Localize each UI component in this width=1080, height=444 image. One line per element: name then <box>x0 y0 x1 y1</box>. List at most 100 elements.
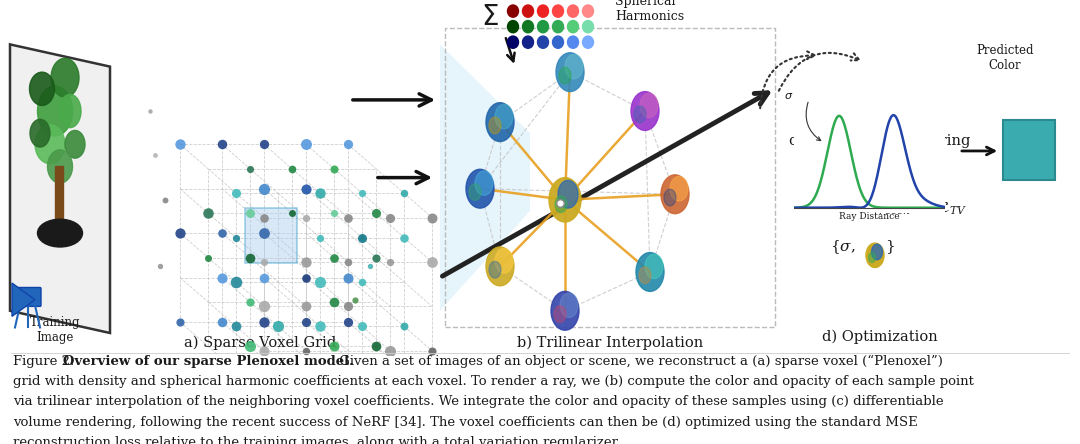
Point <box>255 185 272 192</box>
Text: a) Sparse Voxel Grid: a) Sparse Voxel Grid <box>184 335 336 350</box>
Text: σ: σ <box>784 91 792 101</box>
Text: grid with density and spherical harmonic coefficients at each voxel. To render a: grid with density and spherical harmonic… <box>13 375 974 388</box>
Circle shape <box>567 20 579 33</box>
Point <box>381 214 399 221</box>
Point <box>381 347 399 354</box>
Polygon shape <box>440 44 530 311</box>
Point <box>157 196 174 203</box>
Circle shape <box>508 5 518 17</box>
Circle shape <box>582 20 594 33</box>
Point <box>367 254 384 261</box>
Point <box>339 318 356 325</box>
Ellipse shape <box>554 306 566 322</box>
Point <box>172 318 189 325</box>
Point <box>269 323 286 330</box>
Point <box>339 303 356 310</box>
Point <box>297 258 314 266</box>
Ellipse shape <box>556 53 584 91</box>
Ellipse shape <box>38 86 72 136</box>
Ellipse shape <box>872 244 882 260</box>
Ellipse shape <box>555 196 567 213</box>
Ellipse shape <box>558 180 578 208</box>
FancyBboxPatch shape <box>14 288 41 306</box>
Ellipse shape <box>486 103 514 142</box>
Point <box>297 347 314 354</box>
Point <box>297 318 314 325</box>
Ellipse shape <box>495 249 513 273</box>
Point <box>214 141 231 148</box>
Ellipse shape <box>495 104 513 129</box>
Point <box>214 274 231 281</box>
Polygon shape <box>10 44 110 333</box>
Point <box>297 303 314 310</box>
Point <box>339 258 356 266</box>
Point <box>297 214 314 221</box>
Ellipse shape <box>645 254 663 279</box>
Circle shape <box>567 36 579 48</box>
Ellipse shape <box>59 95 81 128</box>
Circle shape <box>582 36 594 48</box>
Circle shape <box>567 5 579 17</box>
Point <box>297 185 314 192</box>
Ellipse shape <box>35 125 65 164</box>
Ellipse shape <box>565 55 583 79</box>
Ellipse shape <box>866 243 885 267</box>
Ellipse shape <box>489 262 501 278</box>
Point <box>200 254 217 261</box>
Point <box>311 323 328 330</box>
Ellipse shape <box>489 117 501 134</box>
Point <box>552 200 569 207</box>
Point <box>200 210 217 217</box>
Point <box>353 234 370 241</box>
Point <box>395 190 413 197</box>
Ellipse shape <box>29 72 54 106</box>
Circle shape <box>553 5 564 17</box>
Point <box>395 234 413 241</box>
Point <box>325 254 342 261</box>
Point <box>255 347 272 354</box>
Point <box>141 107 159 115</box>
Point <box>255 303 272 310</box>
Ellipse shape <box>469 184 481 200</box>
Point <box>353 367 370 374</box>
Ellipse shape <box>559 67 571 84</box>
Point <box>325 165 342 172</box>
Text: reconstruction loss relative to the training images, along with a total variatio: reconstruction loss relative to the trai… <box>13 436 621 444</box>
Point <box>228 323 245 330</box>
Point <box>353 278 370 285</box>
Point <box>214 318 231 325</box>
Circle shape <box>508 36 518 48</box>
FancyArrowPatch shape <box>760 52 815 108</box>
Text: $\Sigma$: $\Sigma$ <box>481 3 499 31</box>
Point <box>311 367 328 374</box>
Point <box>269 367 286 374</box>
Point <box>395 367 413 374</box>
Point <box>311 278 328 285</box>
Point <box>297 141 314 148</box>
Text: $\{\sigma,$: $\{\sigma,$ <box>829 239 855 256</box>
Bar <box>55 166 63 222</box>
Point <box>339 141 356 148</box>
Ellipse shape <box>640 93 658 118</box>
Text: minimize $\mathcal{L}_{recon} + \lambda\mathcal{L}_{TV}$: minimize $\mathcal{L}_{recon} + \lambda\… <box>793 200 967 217</box>
Point <box>255 258 272 266</box>
Text: Training
Image: Training Image <box>30 316 80 344</box>
Point <box>255 214 272 221</box>
Ellipse shape <box>670 176 688 201</box>
Point <box>325 210 342 217</box>
Ellipse shape <box>48 150 72 183</box>
Point <box>283 210 300 217</box>
Text: volume rendering, following the recent success of NeRF [34]. The voxel coefficie: volume rendering, following the recent s… <box>13 416 918 429</box>
Point <box>255 392 272 399</box>
Ellipse shape <box>30 119 50 147</box>
Ellipse shape <box>636 253 664 291</box>
Circle shape <box>523 36 534 48</box>
Circle shape <box>553 36 564 48</box>
Circle shape <box>538 20 549 33</box>
Point <box>241 254 258 261</box>
Point <box>228 367 245 374</box>
FancyBboxPatch shape <box>245 208 297 263</box>
Point <box>255 230 272 237</box>
Ellipse shape <box>634 106 646 123</box>
Point <box>241 210 258 217</box>
